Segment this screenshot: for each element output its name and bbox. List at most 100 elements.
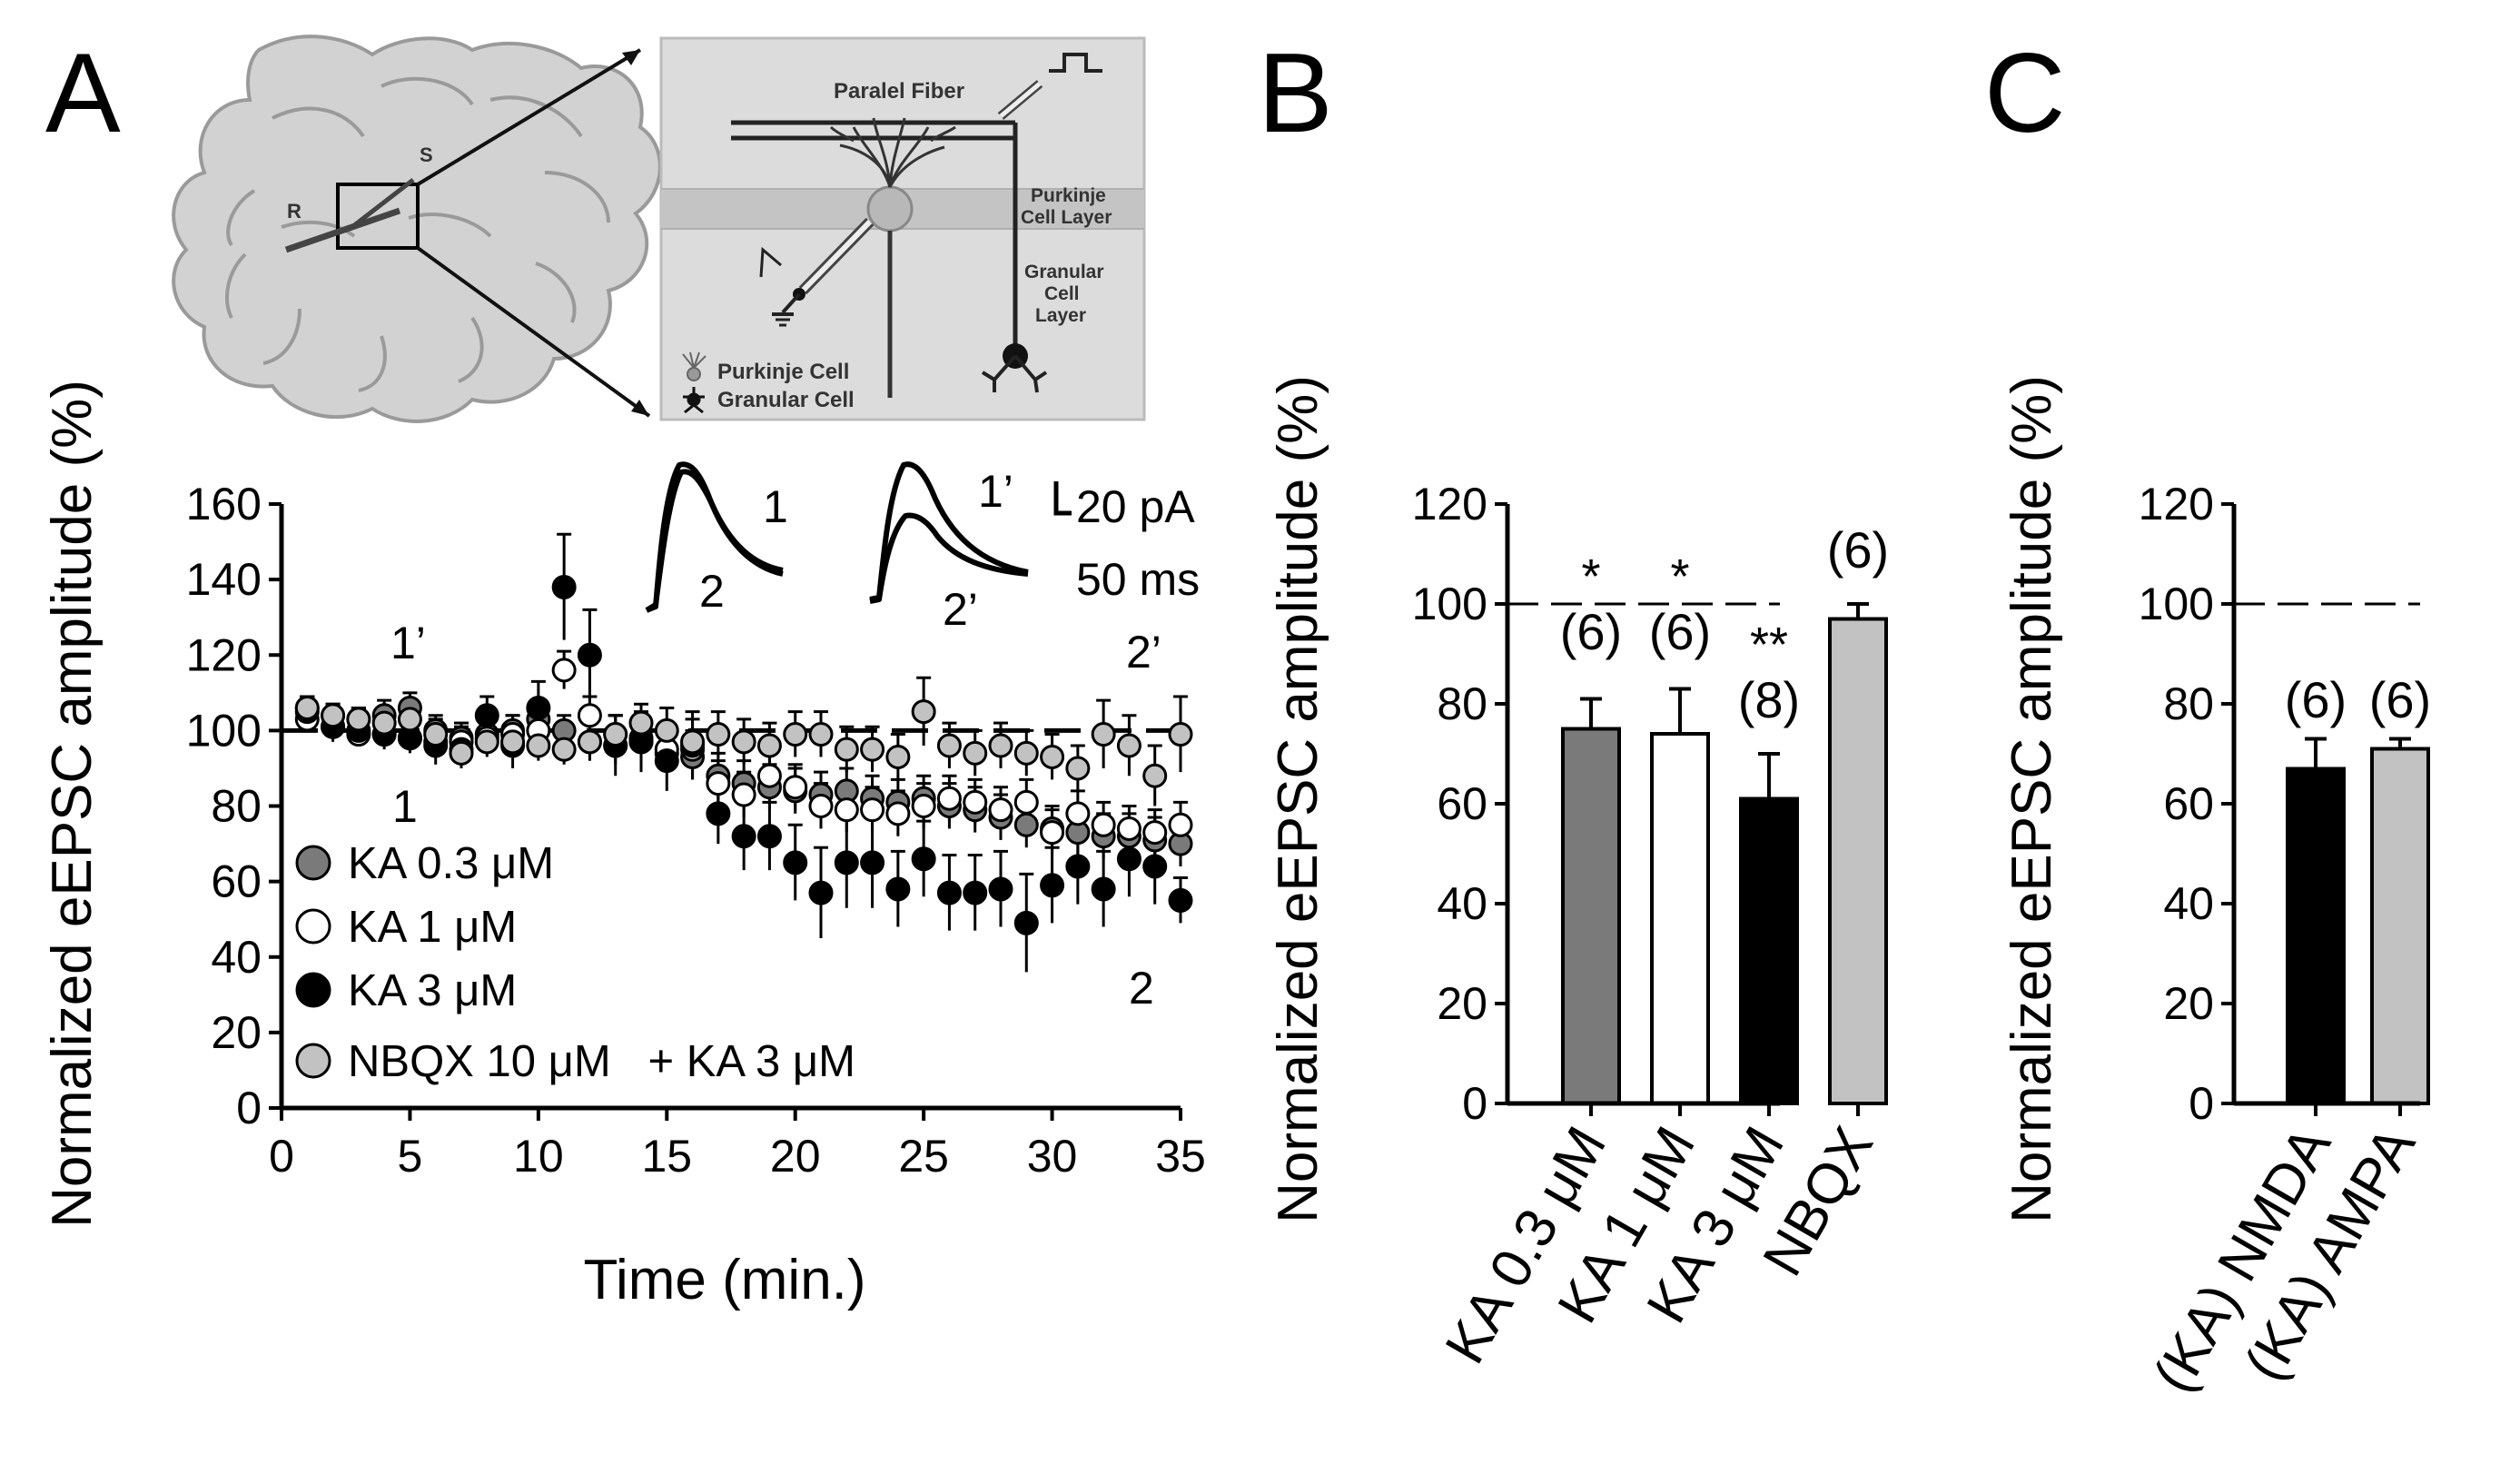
panel-a-x-tick-label: 15: [641, 1131, 692, 1182]
legend-label-nbqx: NBQX 10 μM + KA 3 μM: [348, 1037, 855, 1086]
annotation-2: 2: [1129, 963, 1154, 1014]
epsc-traces: 1 2 1’ 2’ 20 pA 50 ms: [645, 461, 1200, 635]
data-point-nbqx: [963, 740, 988, 766]
panel-a-y-tick-label: 20: [211, 1007, 262, 1058]
scale-time-label: 50 ms: [1076, 554, 1200, 605]
panel-a-x-axis-title: Time (min.): [583, 1249, 865, 1311]
significance-b-2: **: [1750, 618, 1788, 672]
stim-pulse-icon: [1049, 53, 1102, 73]
data-point-ka1: [756, 763, 782, 788]
purkinje-cell-legend-icon: [682, 351, 707, 381]
purkinje-layer-label-2: Cell Layer: [1021, 207, 1112, 228]
data-point-nbqx: [449, 740, 474, 766]
data-point-nbqx: [783, 722, 808, 747]
panel-a-x-tick-label: 10: [513, 1131, 564, 1182]
significance-b-1: *: [1670, 549, 1689, 604]
panel-a-chart: Normalized eEPSC amplitude (%) Time (min…: [41, 380, 1206, 1311]
data-point-nbqx: [1116, 733, 1141, 758]
data-point-ka1: [936, 786, 962, 811]
panel-c-y-tick-label: 60: [2163, 778, 2214, 829]
data-point-nbqx: [1142, 763, 1168, 788]
panel-a-x-tick-label: 20: [770, 1131, 821, 1182]
data-point-ka1: [731, 782, 756, 807]
legend-marker-ka03: [295, 845, 331, 881]
data-point-ka1: [783, 775, 808, 800]
rec-electrode-label: R: [287, 200, 301, 223]
data-point-ka1: [1142, 820, 1168, 846]
granular-layer-label-1: Granular: [1024, 262, 1104, 282]
n-label-b-1: (6): [1649, 603, 1711, 660]
panel-a-legend: KA 0.3 μM KA 1 μM KA 3 μM NBQX 10 μM + K…: [295, 839, 855, 1086]
data-point-nbqx: [1065, 756, 1091, 781]
data-point-ka3: [706, 801, 731, 826]
annotation-1p: 1’: [390, 618, 426, 668]
trace-2p: [869, 512, 1029, 604]
data-point-nbqx: [988, 733, 1013, 758]
data-point-nbqx: [936, 733, 962, 758]
circuit-schematic: Paralel Fiber Purkinje Cell Layer Granul…: [659, 36, 1146, 421]
panel-b-y-tick-label: 120: [1412, 479, 1487, 529]
panel-c-y-tick-label: 80: [2163, 678, 2214, 729]
data-point-nbqx: [1013, 740, 1039, 766]
purkinje-layer-label-1: Purkinje: [1031, 185, 1106, 206]
data-point-ka3: [834, 850, 859, 875]
data-point-nbqx: [397, 707, 422, 732]
significance-b-0: *: [1581, 549, 1600, 604]
data-point-ka1: [1091, 812, 1116, 837]
panel-c-y-tick-label: 40: [2163, 878, 2214, 929]
data-point-ka3: [474, 703, 499, 728]
panel-c-chart: Normalized eEPSC amplitude (%) 0 20 40 60 80…: [2001, 375, 2431, 1402]
data-point-ka3: [526, 695, 551, 720]
bar-b-0: [1561, 727, 1621, 1105]
panel-letter-c: C: [1984, 31, 2066, 156]
data-point-nbqx: [346, 707, 371, 732]
granular-cell-legend-icon: [683, 387, 705, 414]
data-point-ka1: [551, 658, 577, 683]
data-point-nbqx: [423, 722, 449, 747]
data-point-nbqx: [808, 722, 834, 747]
data-point-ka1: [1168, 812, 1193, 837]
cerebellum-illustration: R S: [172, 35, 662, 423]
data-point-ka1: [1116, 816, 1141, 841]
panel-c-y-tick-label: 120: [2139, 479, 2214, 529]
data-point-nbqx: [834, 737, 859, 762]
data-point-ka1: [1040, 820, 1065, 846]
scale-bar: [1053, 481, 1072, 516]
panel-a-y-tick-label: 60: [211, 856, 262, 907]
data-point-ka3: [963, 880, 988, 905]
data-point-nbqx: [500, 729, 526, 755]
parallel-fiber-label: Paralel Fiber: [834, 79, 964, 104]
data-point-ka03: [1013, 812, 1039, 837]
panel-a-y-tick-label: 80: [211, 781, 262, 832]
n-label-b-2: (8): [1738, 671, 1800, 728]
panel-c-y-tick-label: 0: [2189, 1078, 2214, 1129]
data-point-ka3: [551, 574, 577, 599]
data-point-nbqx: [756, 733, 782, 758]
data-point-ka3: [731, 824, 756, 849]
bar-b-2: [1739, 796, 1799, 1105]
data-point-nbqx: [474, 729, 499, 755]
data-point-ka3: [1065, 854, 1091, 879]
data-point-nbqx: [628, 710, 654, 736]
data-point-ka3: [1116, 846, 1141, 872]
data-point-nbqx: [860, 737, 885, 762]
panel-b-y-tick-label: 40: [1437, 878, 1487, 929]
panel-a-x-tick-label: 25: [898, 1131, 949, 1182]
zoom-box: [336, 183, 420, 250]
legend-label-ka3: KA 3 μM: [348, 966, 517, 1015]
data-point-ka3: [654, 748, 679, 774]
legend-marker-ka3: [295, 972, 331, 1008]
data-point-ka3: [756, 824, 782, 849]
data-point-nbqx: [680, 729, 706, 755]
panel-b-y-tick-label: 20: [1437, 978, 1487, 1029]
data-point-ka1: [1065, 801, 1091, 826]
data-point-nbqx: [885, 744, 911, 769]
trace-2: [645, 469, 784, 613]
legend-marker-nbqx: [295, 1043, 331, 1079]
purkinje-cell-legend-label: Purkinje Cell: [717, 360, 849, 384]
panel-a-x-tick-label: 35: [1155, 1131, 1206, 1182]
data-point-ka3: [1142, 854, 1168, 879]
granular-cell-legend-label: Granular Cell: [717, 388, 855, 412]
data-point-nbqx: [577, 729, 602, 755]
